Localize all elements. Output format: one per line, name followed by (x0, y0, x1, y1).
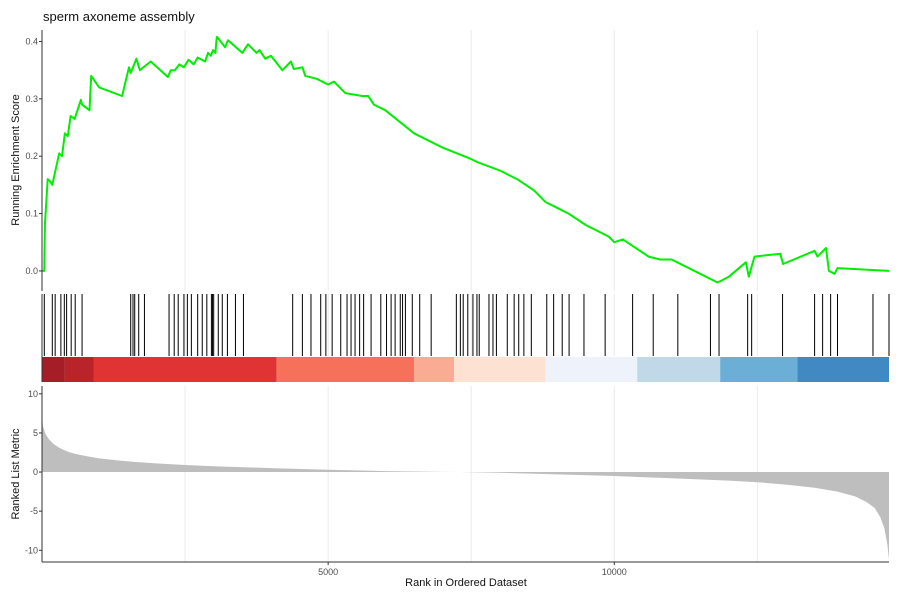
x-tick-label: 5000 (318, 567, 338, 577)
ranked-y-tick-label: -10 (25, 545, 38, 555)
chart-title: sperm axoneme assembly (43, 9, 195, 24)
ranked-metric-area (42, 417, 889, 560)
color-bar-segment (413, 357, 455, 382)
rank-color-bar (42, 357, 889, 382)
color-bar-segment (276, 357, 414, 382)
color-bar-segment (720, 357, 798, 382)
color-bar-segment (454, 357, 546, 382)
gene-hit-marks (43, 294, 890, 356)
ranked-y-tick-label: 5 (33, 428, 38, 438)
color-bar-segment (797, 357, 889, 382)
x-axis-title: Rank in Ordered Dataset (405, 577, 527, 589)
enrichment-y-tick-label: 0.2 (25, 151, 38, 161)
enrichment-y-tick-label: 0.4 (25, 36, 38, 46)
ranked-y-axis-title: Ranked List Metric (10, 428, 22, 520)
color-bar-segment (64, 357, 94, 382)
ranked-y-ticks: 10 5 0 -5 -10 (25, 389, 42, 555)
x-ticks: 5000 10000 (318, 562, 627, 577)
ranked-y-tick-label: 10 (28, 389, 38, 399)
color-bar-segment (42, 357, 65, 382)
ranked-y-tick-label: 0 (33, 467, 38, 477)
enrichment-y-axis-title: Running Enrichment Score (10, 94, 22, 225)
enrichment-y-tick-label: 0.1 (25, 209, 38, 219)
enrichment-y-tick-label: 0.3 (25, 94, 38, 104)
color-bar-segment (637, 357, 721, 382)
x-tick-label: 10000 (602, 567, 627, 577)
color-bar-segment (545, 357, 638, 382)
enrichment-score-line (42, 35, 890, 284)
enrichment-score-gridlines (184, 30, 758, 291)
hits-gridlines (184, 294, 758, 356)
ranked-y-tick-label: -5 (30, 506, 38, 516)
enrichment-y-ticks: 0.0 0.1 0.2 0.3 0.4 (25, 36, 42, 276)
enrichment-y-tick-label: 0.0 (25, 266, 38, 276)
color-bar-segment (93, 357, 277, 382)
